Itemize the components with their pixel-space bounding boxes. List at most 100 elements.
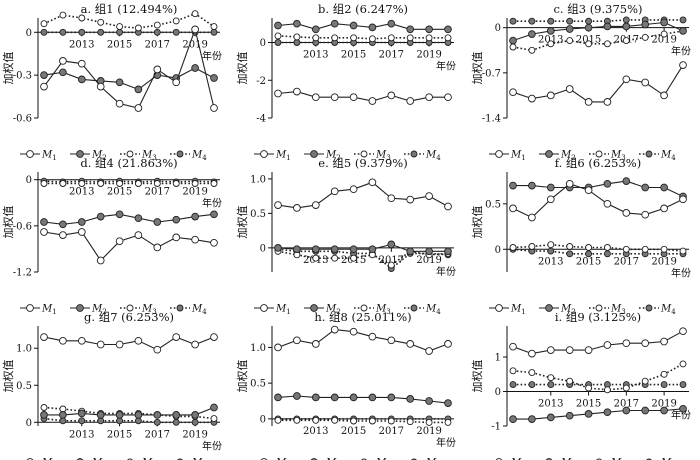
data-point-M1 xyxy=(134,336,143,345)
data-point-M2 xyxy=(660,406,668,415)
y-tick-label: 0 xyxy=(495,23,501,34)
data-point-M1 xyxy=(546,195,555,204)
data-point-M1 xyxy=(172,333,181,341)
data-point-M4 xyxy=(509,17,517,25)
data-point-M1 xyxy=(210,104,218,112)
y-tick-label: -0.3 xyxy=(13,71,32,82)
data-point-M2 xyxy=(210,74,218,82)
data-point-M4 xyxy=(78,28,86,36)
legend-item-M1: M1 xyxy=(20,150,57,162)
data-point-M4 xyxy=(679,381,687,389)
data-point-M3 xyxy=(528,46,536,54)
legend-label: M3 xyxy=(141,458,157,460)
data-point-M3 xyxy=(387,417,395,425)
data-point-M2 xyxy=(406,25,415,34)
data-point-M3 xyxy=(78,14,86,22)
legend-item-M3: M3 xyxy=(589,304,626,316)
y-tick-label: -4 xyxy=(256,114,266,125)
data-point-M3 xyxy=(509,244,517,251)
legend-item-M4: M4 xyxy=(404,304,441,316)
data-point-M2 xyxy=(210,403,218,412)
data-point-M1 xyxy=(59,336,67,345)
x-tick-label: 2015 xyxy=(107,39,132,50)
data-point-M2 xyxy=(59,68,67,77)
data-point-M1 xyxy=(528,213,536,222)
data-point-M1 xyxy=(330,325,339,334)
x-tick-label: 2013 xyxy=(69,39,94,50)
legend-label-sub: 3 xyxy=(152,154,156,162)
series-line-M3 xyxy=(43,12,215,29)
legend-label: M2 xyxy=(325,458,341,460)
data-point-M1 xyxy=(603,98,612,106)
data-point-M3 xyxy=(622,37,630,45)
x-axis-label: 年份 xyxy=(202,439,222,452)
legend-label-base: M xyxy=(610,458,622,460)
y-tick-label: -1 xyxy=(491,422,501,433)
data-point-M1 xyxy=(349,185,358,194)
x-tick-label: 2017 xyxy=(145,187,170,198)
data-point-M1 xyxy=(641,78,650,87)
data-point-M1 xyxy=(40,333,48,341)
legend-label: M2 xyxy=(91,150,107,163)
data-point-M2 xyxy=(40,71,48,79)
data-point-M1 xyxy=(210,238,218,247)
data-point-M2 xyxy=(153,411,162,419)
data-point-M3 xyxy=(97,18,105,26)
data-point-M1 xyxy=(660,337,668,346)
y-tick-label: -0.7 xyxy=(482,68,501,79)
legend-marker xyxy=(410,304,418,312)
data-point-M4 xyxy=(59,28,67,36)
y-tick-label: -1.2 xyxy=(13,268,32,279)
x-tick-label: 2015 xyxy=(341,426,366,437)
x-axis-label: 年份 xyxy=(202,197,222,210)
data-point-M2 xyxy=(406,247,415,256)
x-axis-label: 年份 xyxy=(436,265,456,278)
data-point-M1 xyxy=(509,342,517,351)
legend-label: M1 xyxy=(275,150,291,163)
data-point-M3 xyxy=(350,254,358,262)
legend-label-base: M xyxy=(425,458,437,460)
data-point-M3 xyxy=(660,30,668,38)
data-point-M3 xyxy=(603,244,611,251)
legend-marker xyxy=(260,304,268,312)
data-point-M2 xyxy=(444,399,452,407)
data-point-M1 xyxy=(274,201,282,209)
legend-label-sub: 4 xyxy=(671,308,676,316)
x-tick-label: 2015 xyxy=(107,187,132,198)
data-point-M2 xyxy=(425,397,433,405)
data-point-M1 xyxy=(584,346,593,354)
legend-label-base: M xyxy=(41,150,53,161)
data-point-M1 xyxy=(330,187,339,196)
series-line-M2 xyxy=(277,395,449,404)
y-tick-label: 0.5 xyxy=(250,379,266,390)
legend-label-sub: 2 xyxy=(102,308,106,316)
data-point-M1 xyxy=(134,104,143,112)
data-point-M2 xyxy=(77,409,86,418)
legend-label-base: M xyxy=(425,304,437,315)
data-point-M1 xyxy=(641,339,650,348)
data-point-M4 xyxy=(293,39,301,46)
data-point-M3 xyxy=(603,386,611,394)
x-tick-label: 2013 xyxy=(303,426,328,437)
data-point-M2 xyxy=(115,411,124,419)
data-point-M3 xyxy=(547,40,555,48)
data-point-M4 xyxy=(153,418,161,426)
legend-label: M2 xyxy=(560,304,576,317)
y-tick-label: -2 xyxy=(256,76,266,87)
legend-label-base: M xyxy=(560,304,572,315)
data-point-M3 xyxy=(660,245,668,253)
y-tick-label: 1.0 xyxy=(250,174,266,185)
data-point-M3 xyxy=(350,417,358,425)
panel-title: d. 组4 (21.863%) xyxy=(80,156,177,170)
data-point-M3 xyxy=(509,367,517,375)
y-axis-label: 加权值 xyxy=(471,52,484,85)
series-line-M1 xyxy=(43,336,215,351)
data-point-M1 xyxy=(134,231,143,239)
data-point-M1 xyxy=(509,88,517,97)
x-tick-label: 2013 xyxy=(303,50,328,61)
data-point-M1 xyxy=(77,336,86,345)
y-axis-label: 加权值 xyxy=(2,52,15,85)
data-point-M4 xyxy=(153,28,161,36)
